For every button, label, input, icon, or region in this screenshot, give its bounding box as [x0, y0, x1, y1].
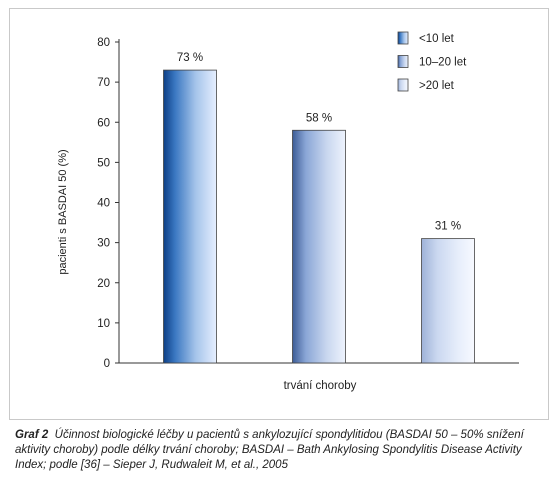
legend-swatch	[397, 78, 409, 92]
y-tick-label: 10	[97, 318, 110, 330]
legend-label: 10–20 let	[419, 57, 467, 69]
y-tick-label: 60	[97, 117, 110, 129]
y-axis-label: pacienti s BASDAI 50 (%)	[57, 149, 69, 274]
data-label: 31 %	[435, 221, 461, 233]
bar	[292, 129, 346, 364]
figure-caption: Graf 2 Účinnost biologické léčby u pacie…	[15, 428, 550, 473]
y-tick-label: 0	[104, 358, 110, 370]
bars: 73 % 58 % 31 %	[163, 52, 475, 364]
y-tick-label: 50	[97, 157, 110, 169]
y-tick-label: 30	[97, 238, 110, 250]
caption-label: Graf 2	[15, 429, 49, 441]
y-tick-label: 20	[97, 278, 110, 290]
y-tick-label: 40	[97, 198, 110, 210]
data-label: 58 %	[306, 112, 332, 124]
bar	[163, 69, 217, 364]
x-axis-label: trvání choroby	[284, 380, 357, 392]
y-tick-label: 70	[97, 77, 110, 89]
y-tick-label: 80	[97, 37, 110, 49]
caption-text: Účinnost biologické léčby u pacientů s a…	[15, 429, 524, 471]
bar-chart: 0 10 20 30 40 50 60 70 80 73 % 58 % 31 % <10 let 10…	[57, 31, 519, 392]
legend-label: <10 let	[419, 33, 455, 45]
data-label: 73 %	[177, 52, 203, 64]
legend-swatch	[397, 55, 409, 68]
bar	[421, 238, 475, 364]
legend: <10 let 10–20 let >20 let	[397, 31, 467, 92]
legend-swatch	[397, 31, 409, 45]
legend-label: >20 let	[419, 80, 455, 92]
